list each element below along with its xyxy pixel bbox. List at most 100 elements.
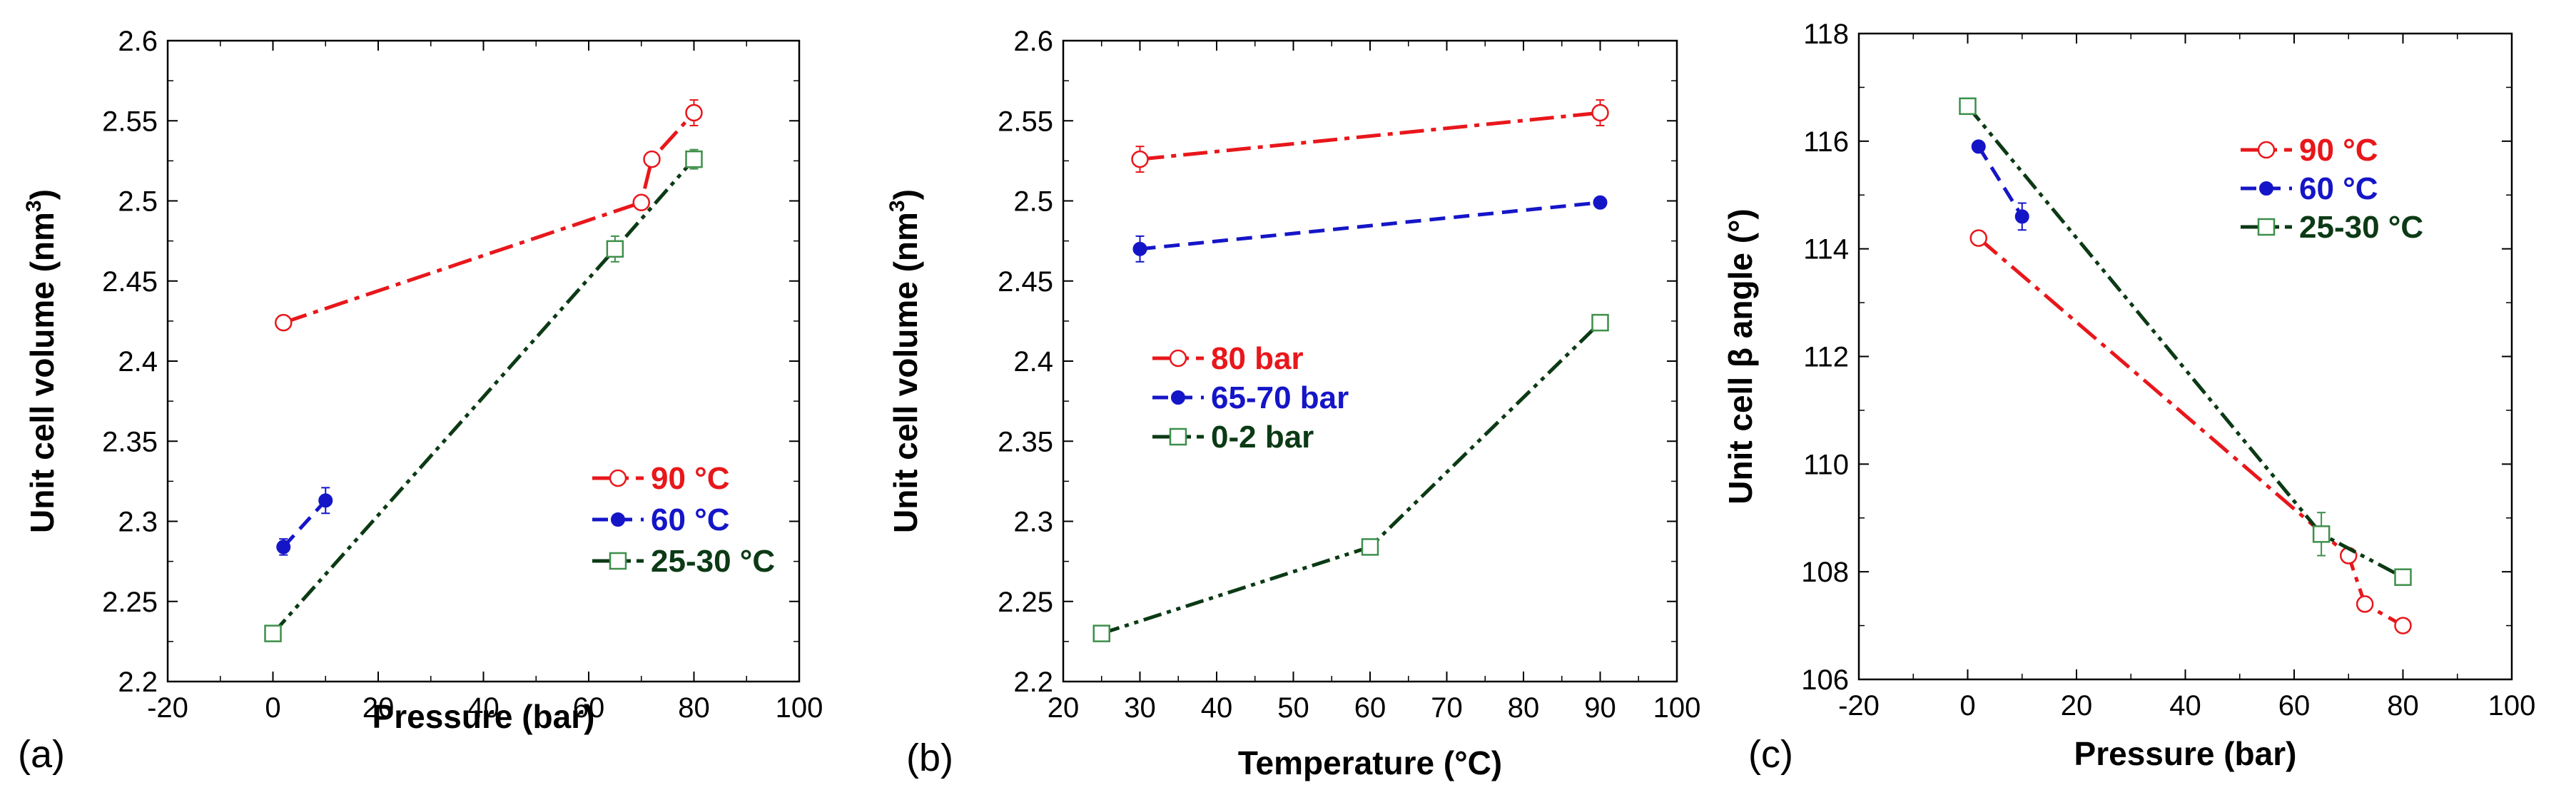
- x-tick-label: 60: [573, 692, 605, 724]
- data-point: [2394, 617, 2412, 634]
- y-tick-label: 2.6: [1013, 26, 1053, 57]
- y-tick-label: 2.45: [998, 266, 1053, 298]
- series-line: [283, 111, 696, 325]
- data-point: [1132, 241, 1147, 256]
- x-tick-label: 80: [678, 692, 710, 724]
- x-axis-label: Temperature (°C): [1238, 744, 1502, 781]
- x-tick-label: -20: [1838, 690, 1880, 722]
- y-tick-label: 2.3: [1013, 507, 1053, 538]
- y-axis-label-end: ): [887, 189, 924, 200]
- data-point: [2356, 595, 2374, 613]
- y-axis-label-text: Unit cell volume (nm: [887, 212, 924, 533]
- legend-label: 90 °C: [651, 461, 730, 496]
- data-point: [632, 193, 650, 211]
- data-point: [606, 240, 624, 258]
- legend-label: 25-30 °C: [2299, 210, 2423, 245]
- x-axis-label: Pressure (bar): [2074, 735, 2297, 772]
- x-tick-label: 80: [1508, 692, 1540, 724]
- y-axis-label-end: ): [24, 189, 61, 200]
- x-tick-label: -20: [147, 692, 188, 724]
- data-point: [264, 624, 282, 642]
- x-tick-label: 40: [1201, 692, 1233, 724]
- data-point: [643, 150, 661, 168]
- data-point: [2394, 568, 2412, 586]
- data-point: [1591, 103, 1609, 122]
- y-tick-label: 2.25: [998, 587, 1053, 618]
- series-1: [1971, 139, 2029, 231]
- y-axis-label: Unit cell volume (nm3): [22, 189, 61, 533]
- x-tick-label: 80: [2387, 690, 2419, 722]
- x-tick-label: 60: [1354, 692, 1386, 724]
- x-tick-label: 30: [1124, 692, 1156, 724]
- y-tick-label: 114: [1803, 234, 1849, 265]
- data-point: [1593, 195, 1608, 210]
- data-point: [1361, 538, 1379, 556]
- legend-label: 25-30 °C: [651, 544, 775, 579]
- x-tick-label: 100: [2488, 690, 2536, 722]
- data-point: [275, 313, 293, 332]
- y-axis-label-text: Unit cell volume (nm: [24, 212, 61, 533]
- y-tick-label: 2.5: [1013, 186, 1053, 218]
- series-2: [264, 148, 703, 642]
- legend-marker: [1169, 427, 1187, 446]
- chart-panel-a: -20 0 20 40 60 80 100 2.2 2.25 2.3 2.35 2.4 2.45 2.5 2…: [18, 26, 823, 776]
- y-tick-label: 2.35: [102, 426, 158, 457]
- x-axis-label: Pressure (bar): [372, 698, 595, 735]
- x-tick-label: 20: [362, 692, 395, 724]
- y-tick-label: 2.45: [102, 266, 158, 298]
- y-axis-label-superscript: 3: [886, 200, 909, 212]
- chart-panel-b: 20 30 40 50 60 70 80 90 100 2.2 2.25 2.3 2.35 2.4 2.45…: [886, 26, 1700, 781]
- x-tick-label: 20: [1048, 692, 1080, 724]
- data-point: [318, 493, 333, 508]
- data-point: [2014, 209, 2029, 224]
- panel-label: (b): [906, 736, 953, 779]
- y-axis-label: Unit cell volume (nm3): [886, 189, 924, 533]
- series-1: [276, 487, 333, 556]
- series-line: [282, 499, 328, 549]
- series-line: [1140, 111, 1601, 161]
- y-axis-label-superscript: 3: [22, 200, 46, 212]
- y-tick-label: 2.5: [118, 186, 158, 218]
- legend-label: 0-2 bar: [1211, 420, 1314, 455]
- y-tick-label: 116: [1803, 126, 1849, 158]
- y-tick-label: 2.55: [102, 106, 158, 137]
- y-tick-label: 2.2: [118, 667, 158, 698]
- x-tick-label: 20: [2061, 690, 2093, 722]
- series-line: [1977, 146, 2024, 218]
- legend-marker: [611, 512, 625, 527]
- y-tick-label: 2.25: [102, 587, 158, 618]
- data-point: [2312, 525, 2331, 543]
- series-line: [1966, 105, 2404, 579]
- series-2: [1959, 97, 2412, 586]
- legend-marker: [609, 469, 627, 487]
- y-tick-label: 112: [1803, 342, 1849, 373]
- data-point: [1959, 97, 1977, 116]
- data-point: [1092, 624, 1110, 642]
- data-point: [276, 540, 291, 555]
- y-tick-label: 2.3: [118, 507, 158, 538]
- series-0: [1969, 229, 2412, 634]
- y-tick-label: 106: [1801, 664, 1849, 696]
- legend-marker: [2259, 181, 2273, 196]
- x-tick-label: 40: [467, 692, 500, 724]
- legend-marker: [2257, 218, 2276, 236]
- legend-marker: [1171, 390, 1185, 405]
- y-tick-label: 2.2: [1013, 667, 1053, 698]
- data-point: [1131, 150, 1149, 168]
- y-tick-label: 2.55: [998, 106, 1053, 137]
- panel-label: (a): [18, 733, 65, 776]
- series-0: [275, 99, 703, 332]
- series-1: [1132, 195, 1608, 263]
- data-point: [1591, 313, 1609, 332]
- y-axis-label-text: Unit cell β angle (°): [1722, 208, 1759, 505]
- legend-label: 90 °C: [2299, 133, 2378, 168]
- x-tick-label: 100: [1653, 692, 1701, 724]
- series-line: [1977, 236, 2404, 627]
- x-tick-label: 40: [2169, 690, 2201, 722]
- chart-panel-c: -20 0 20 40 60 80 100 106 108 110 112 114 116 118 Pres…: [1722, 19, 2535, 776]
- data-point: [1971, 139, 1986, 154]
- legend-label: 60 °C: [2299, 171, 2378, 206]
- y-tick-label: 2.4: [118, 346, 158, 378]
- legend-label: 60 °C: [651, 502, 730, 537]
